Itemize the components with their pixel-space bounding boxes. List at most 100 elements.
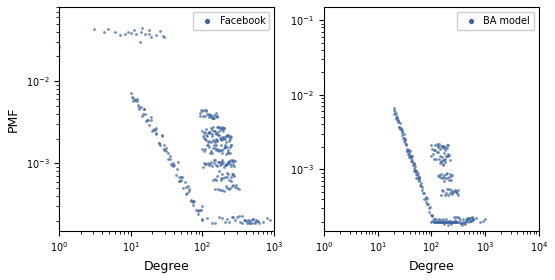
Point xyxy=(441,191,450,195)
Point xyxy=(448,220,457,224)
Point xyxy=(157,132,166,137)
Point xyxy=(438,175,447,179)
Point xyxy=(411,168,420,173)
Point xyxy=(223,160,232,165)
Point xyxy=(221,151,230,156)
Point xyxy=(123,30,132,34)
Point xyxy=(233,214,241,219)
Point xyxy=(254,221,263,226)
Point xyxy=(225,159,234,163)
Point xyxy=(201,108,210,112)
Point xyxy=(139,107,148,111)
Point xyxy=(402,146,411,151)
Point xyxy=(223,162,231,167)
Point xyxy=(144,28,153,32)
Point xyxy=(216,126,225,131)
Point xyxy=(396,126,405,131)
Point xyxy=(436,161,445,165)
Point xyxy=(392,117,401,122)
Point xyxy=(431,143,440,147)
Point xyxy=(196,108,205,112)
Point xyxy=(227,143,236,147)
Point xyxy=(155,141,164,145)
Point xyxy=(215,125,224,130)
Point xyxy=(188,200,197,205)
Point xyxy=(217,143,226,147)
Point xyxy=(407,154,416,158)
Point xyxy=(442,142,451,147)
Point xyxy=(223,217,232,222)
Point xyxy=(437,144,446,148)
Point xyxy=(416,182,425,187)
Point xyxy=(410,164,419,169)
Point xyxy=(158,33,167,38)
Point xyxy=(392,116,401,121)
Point xyxy=(130,98,139,102)
Point xyxy=(176,179,185,184)
Point xyxy=(226,137,235,142)
Point xyxy=(438,143,447,148)
Point xyxy=(154,141,163,146)
Point xyxy=(209,161,218,165)
Point xyxy=(133,103,142,108)
Point xyxy=(224,138,233,143)
Point xyxy=(129,99,138,104)
Point xyxy=(445,175,453,179)
Point xyxy=(428,214,437,218)
Point xyxy=(207,116,216,120)
Point xyxy=(426,204,435,209)
Point xyxy=(468,217,477,222)
Point xyxy=(435,174,444,179)
Point xyxy=(443,152,452,156)
Point xyxy=(418,185,427,190)
Point xyxy=(201,162,210,167)
Point xyxy=(433,220,442,224)
Point xyxy=(133,98,142,103)
Point xyxy=(440,158,448,163)
Point xyxy=(211,148,220,152)
Point xyxy=(411,169,420,174)
Point xyxy=(445,190,454,195)
Point xyxy=(415,175,423,179)
Point xyxy=(164,151,173,155)
Point xyxy=(436,159,445,163)
Point xyxy=(141,32,150,37)
Point xyxy=(403,148,412,152)
Point xyxy=(219,145,228,150)
Point xyxy=(450,215,458,220)
Point xyxy=(171,173,180,177)
Point xyxy=(430,148,439,153)
Point xyxy=(218,151,226,155)
Point xyxy=(211,137,220,141)
Point xyxy=(441,148,450,153)
Point xyxy=(129,96,138,101)
Point xyxy=(203,143,212,147)
Point xyxy=(218,162,226,166)
Point xyxy=(467,215,476,220)
Point xyxy=(450,188,459,193)
Point xyxy=(219,189,228,193)
Point xyxy=(466,218,475,223)
Point xyxy=(201,137,210,141)
Point xyxy=(219,160,228,164)
Point xyxy=(252,218,261,222)
Point xyxy=(221,161,230,166)
Point xyxy=(409,162,418,167)
Point xyxy=(226,164,235,168)
Point xyxy=(224,150,233,154)
Point xyxy=(138,112,147,117)
Point xyxy=(441,176,450,180)
Point xyxy=(406,155,415,160)
Point xyxy=(219,135,228,139)
Point xyxy=(435,142,443,146)
Point xyxy=(391,114,400,119)
Point xyxy=(202,127,211,131)
Point xyxy=(160,143,169,147)
Point xyxy=(423,202,432,207)
Point xyxy=(147,115,155,119)
Point xyxy=(226,145,235,150)
Point xyxy=(211,176,220,181)
Point xyxy=(430,147,438,152)
Point xyxy=(206,149,215,153)
Point xyxy=(242,219,251,223)
